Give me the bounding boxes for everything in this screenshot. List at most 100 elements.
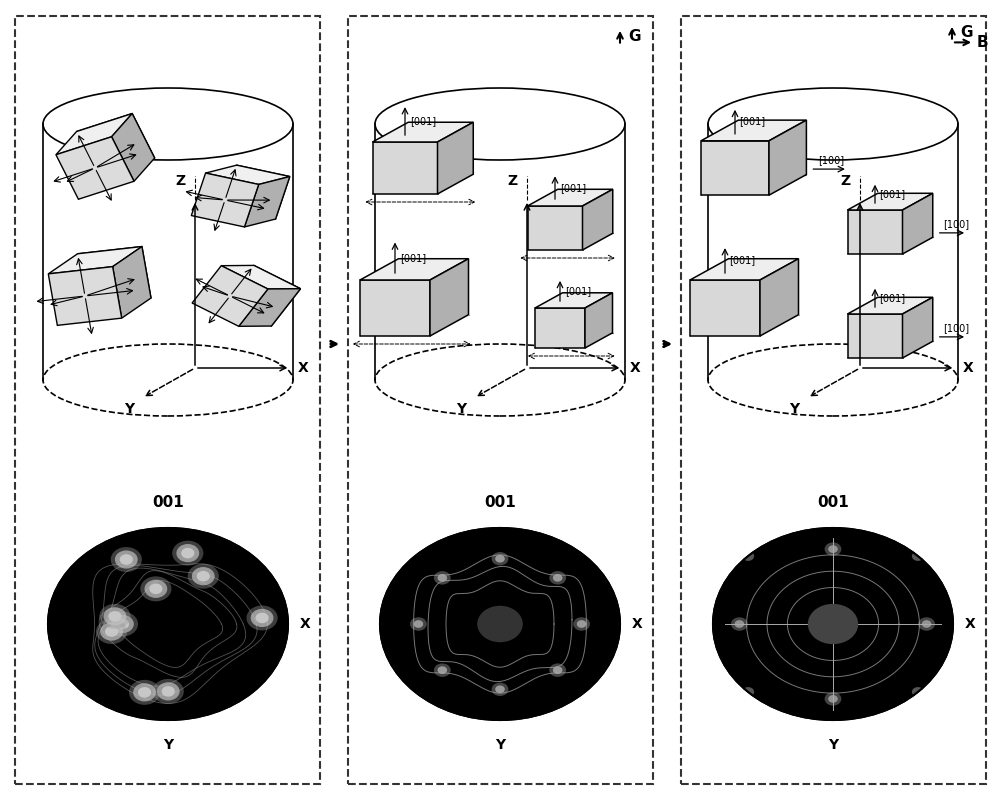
Text: Y: Y [495, 738, 505, 752]
Polygon shape [48, 266, 122, 326]
Polygon shape [360, 258, 468, 280]
Circle shape [251, 609, 273, 627]
Polygon shape [701, 120, 806, 141]
Circle shape [115, 550, 138, 569]
Polygon shape [535, 308, 585, 348]
Polygon shape [77, 114, 155, 176]
Circle shape [255, 613, 269, 623]
Text: Z: Z [507, 174, 517, 188]
Text: [001]: [001] [739, 117, 765, 126]
Polygon shape [360, 280, 430, 336]
Circle shape [104, 607, 126, 626]
Polygon shape [113, 246, 151, 318]
FancyBboxPatch shape [348, 16, 653, 784]
Text: Y: Y [828, 738, 838, 752]
Circle shape [181, 548, 194, 558]
Circle shape [111, 615, 134, 633]
Polygon shape [239, 289, 301, 326]
Polygon shape [769, 120, 806, 195]
Circle shape [107, 611, 138, 637]
Circle shape [96, 619, 127, 644]
Polygon shape [848, 210, 902, 254]
Circle shape [176, 544, 199, 562]
Circle shape [438, 574, 447, 582]
Text: 001: 001 [484, 495, 516, 510]
Text: [001]: [001] [560, 183, 586, 193]
Text: [100]: [100] [819, 155, 845, 165]
Text: [001]: [001] [879, 293, 905, 302]
Circle shape [100, 622, 123, 641]
Polygon shape [222, 165, 290, 219]
Circle shape [735, 620, 744, 628]
Circle shape [495, 555, 505, 562]
Circle shape [410, 618, 427, 630]
Text: Z: Z [175, 174, 185, 188]
Circle shape [162, 686, 175, 697]
Text: 001: 001 [817, 495, 849, 510]
Text: X: X [965, 617, 976, 631]
Circle shape [133, 683, 156, 702]
Circle shape [823, 616, 843, 632]
Polygon shape [690, 280, 760, 336]
Polygon shape [690, 258, 798, 280]
Circle shape [828, 695, 838, 702]
Circle shape [438, 666, 447, 674]
Circle shape [549, 571, 566, 585]
Circle shape [482, 610, 518, 638]
Polygon shape [585, 293, 612, 348]
Circle shape [492, 682, 508, 696]
Polygon shape [244, 177, 290, 227]
Circle shape [434, 571, 451, 585]
Circle shape [553, 574, 562, 582]
Polygon shape [760, 258, 798, 336]
Text: Y: Y [124, 402, 134, 416]
Circle shape [172, 541, 203, 566]
Circle shape [414, 620, 423, 628]
Polygon shape [48, 246, 142, 274]
Circle shape [157, 682, 180, 701]
Polygon shape [528, 206, 582, 250]
Circle shape [825, 542, 841, 556]
Polygon shape [848, 314, 902, 358]
Circle shape [111, 547, 142, 572]
Polygon shape [221, 266, 301, 289]
Circle shape [105, 626, 118, 637]
Circle shape [553, 666, 562, 674]
Text: Y: Y [163, 738, 173, 752]
Polygon shape [848, 194, 933, 210]
Text: X: X [298, 361, 309, 375]
Circle shape [486, 613, 514, 635]
Circle shape [808, 604, 858, 644]
Circle shape [108, 611, 122, 622]
Polygon shape [192, 266, 268, 326]
Text: [001]: [001] [729, 255, 755, 266]
Circle shape [246, 606, 278, 630]
Circle shape [116, 618, 129, 630]
Polygon shape [902, 194, 933, 254]
Circle shape [99, 604, 131, 629]
Circle shape [742, 687, 754, 697]
Text: [001]: [001] [565, 286, 591, 296]
Circle shape [477, 606, 523, 642]
Polygon shape [206, 165, 290, 185]
Polygon shape [582, 190, 613, 250]
Text: [001]: [001] [879, 189, 905, 198]
Circle shape [731, 618, 748, 630]
Circle shape [492, 552, 508, 566]
Polygon shape [528, 190, 613, 206]
Text: X: X [632, 617, 643, 631]
Circle shape [129, 680, 160, 705]
Polygon shape [56, 137, 134, 199]
Circle shape [153, 679, 184, 704]
Circle shape [120, 554, 133, 565]
Circle shape [144, 580, 167, 598]
Polygon shape [56, 114, 132, 154]
Circle shape [48, 528, 288, 720]
Text: [100]: [100] [943, 323, 969, 333]
Polygon shape [430, 258, 468, 336]
Circle shape [825, 692, 841, 706]
Circle shape [434, 663, 451, 677]
Text: G: G [628, 30, 640, 44]
Polygon shape [191, 173, 259, 227]
Polygon shape [78, 246, 151, 306]
